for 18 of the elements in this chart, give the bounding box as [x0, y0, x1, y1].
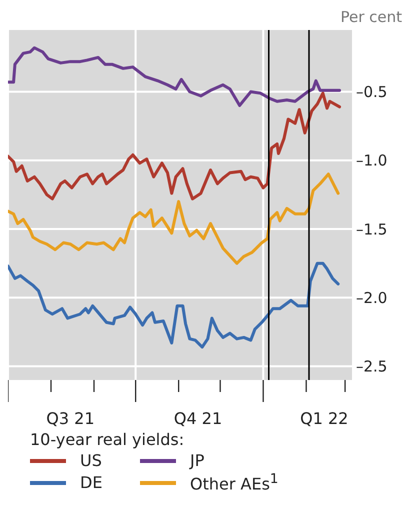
y-axis-title: Per cent [340, 8, 402, 26]
line-series [8, 92, 342, 200]
y-tick-label: –2.5 [356, 358, 388, 376]
legend-label: Other AEs$^{1}$ [190, 472, 278, 494]
y-tick-label: –1.0 [356, 152, 388, 170]
x-tick-label: Q3 21 [46, 409, 95, 428]
line-series [8, 262, 340, 349]
legend-label: DE [80, 473, 102, 492]
line-series [8, 46, 342, 107]
y-tick-label: –1.5 [356, 220, 388, 238]
y-tick-label: –0.5 [356, 83, 388, 102]
legend-label: US [80, 451, 102, 470]
line-series [8, 172, 340, 265]
y-tick-label: –2.0 [356, 288, 388, 307]
x-tick-label: Q4 21 [174, 409, 222, 428]
legend-label: JP [190, 451, 204, 470]
legend-title: 10-year real yields: [30, 430, 186, 449]
x-tick-label: Q1 22 [300, 409, 348, 428]
